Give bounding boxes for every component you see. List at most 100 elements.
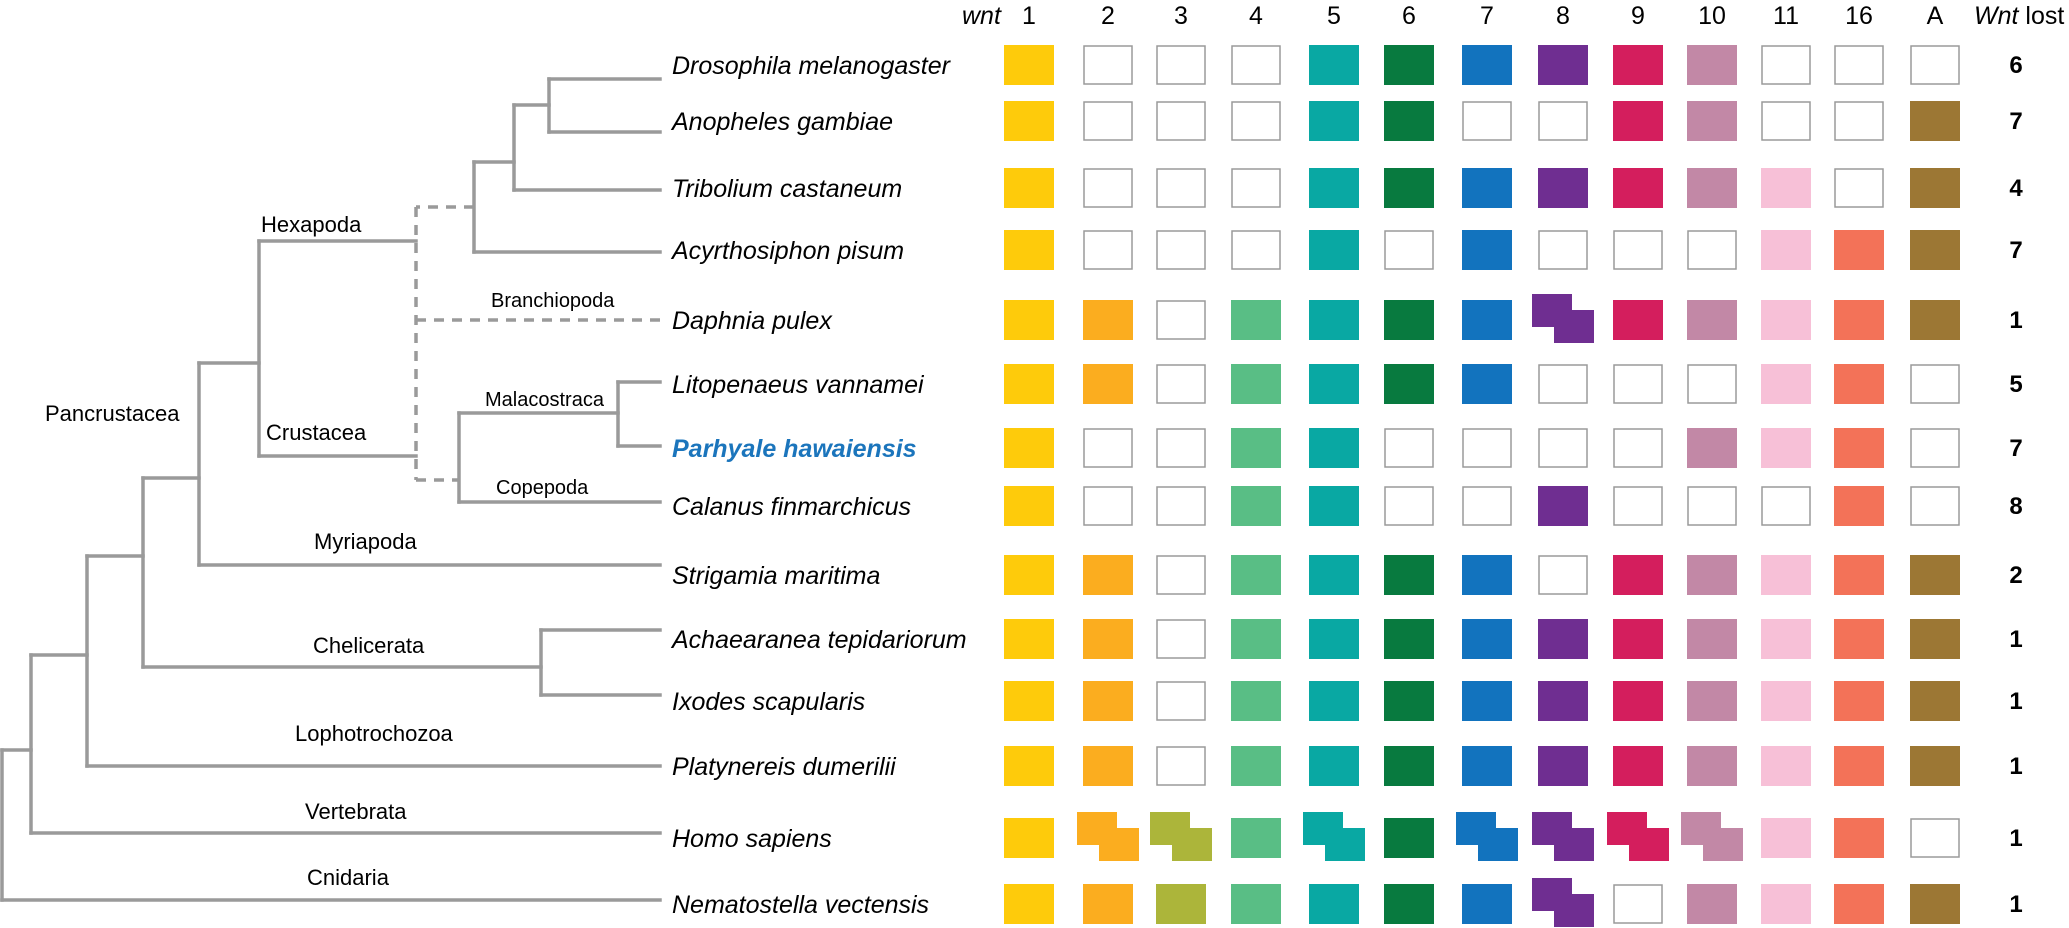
wnta-cell-present xyxy=(1910,619,1960,659)
wnt10-cell-absent xyxy=(1687,364,1737,404)
wnt-lost-count: 1 xyxy=(2009,825,2022,852)
column-header-8: 8 xyxy=(1556,2,1570,30)
species-name: Daphnia pulex xyxy=(672,307,833,335)
wnt4-cell-present xyxy=(1231,746,1281,786)
wnt-lost-count: 6 xyxy=(2009,52,2022,79)
wnt6-cell-present xyxy=(1384,884,1434,924)
wnt7-cell-present xyxy=(1462,619,1512,659)
wnt16-cell-present xyxy=(1834,619,1884,659)
wnt3-cell-present xyxy=(1156,884,1206,924)
column-header-11: 11 xyxy=(1773,2,1799,30)
species-name: Platynereis dumerilii xyxy=(672,753,897,781)
wnt2-cell-absent xyxy=(1083,168,1133,208)
wnt8-cell-present xyxy=(1538,681,1588,721)
wnt11-cell-present xyxy=(1761,230,1811,270)
species-row-homo-sapiens: Homo sapiens 1 xyxy=(672,812,2023,861)
wnt6-cell-absent xyxy=(1384,230,1434,270)
wnt10-cell-present xyxy=(1687,428,1737,468)
wnt3-cell-absent xyxy=(1156,101,1206,141)
wnt6-cell-present xyxy=(1384,45,1434,85)
wnt4-cell-absent xyxy=(1231,101,1281,141)
wnt6-cell-present xyxy=(1384,681,1434,721)
wnt-lost-count: 8 xyxy=(2009,493,2022,520)
wnt1-cell-present xyxy=(1004,681,1054,721)
wnt4-cell-absent xyxy=(1231,168,1281,208)
wnt4-cell-present xyxy=(1231,486,1281,526)
wnt11-cell-present xyxy=(1761,168,1811,208)
species-row-parhyale-hawaiensis: Parhyale hawaiensis 7 xyxy=(672,428,2023,468)
species-name: Parhyale hawaiensis xyxy=(672,435,917,463)
wnt7-cell-present xyxy=(1462,681,1512,721)
wnt4-cell-present xyxy=(1231,681,1281,721)
wnta-cell-absent xyxy=(1910,818,1960,858)
species-row-daphnia-pulex: Daphnia pulex 1 xyxy=(672,294,2023,343)
wnt5-cell-present xyxy=(1309,168,1359,208)
wnt3-cell-absent xyxy=(1156,300,1206,340)
wnt5-cell-present xyxy=(1309,428,1359,468)
wnt-header-label: wnt xyxy=(962,2,1002,30)
wnt2-cell-present xyxy=(1083,681,1133,721)
wnt9-cell-present xyxy=(1613,619,1663,659)
paralog-copy-b xyxy=(1629,828,1669,861)
wnt5-cell-present xyxy=(1309,746,1359,786)
wnt-lost-count: 4 xyxy=(2009,175,2023,202)
wnt-lost-count: 1 xyxy=(2009,626,2022,653)
clade-label-pancrustacea: Pancrustacea xyxy=(45,401,180,426)
wnt10-cell-present xyxy=(1687,168,1737,208)
wnt8-cell-duplicated xyxy=(1532,294,1594,343)
wnt4-cell-present xyxy=(1231,884,1281,924)
wnt9-cell-present xyxy=(1613,45,1663,85)
wnt11-cell-absent xyxy=(1761,101,1811,141)
wnt-lost-count: 1 xyxy=(2009,688,2022,715)
wnt5-cell-present xyxy=(1309,364,1359,404)
wnt11-cell-present xyxy=(1761,681,1811,721)
wnt8-cell-absent xyxy=(1538,364,1588,404)
clade-label-copepoda: Copepoda xyxy=(496,477,589,499)
clade-label-vertebrata: Vertebrata xyxy=(305,799,407,824)
wnt3-cell-absent xyxy=(1156,168,1206,208)
wnt7-cell-present xyxy=(1462,555,1512,595)
wnt-lost-header: Wnt lost xyxy=(1974,2,2064,30)
wnt9-cell-absent xyxy=(1613,230,1663,270)
paralog-copy-b xyxy=(1554,828,1594,861)
wnt10-cell-present xyxy=(1687,619,1737,659)
species-row-platynereis-dumerilii: Platynereis dumerilii 1 xyxy=(672,746,2023,786)
wnt5-cell-present xyxy=(1309,555,1359,595)
species-row-tribolium-castaneum: Tribolium castaneum 4 xyxy=(672,168,2023,208)
wnt6-cell-present xyxy=(1384,818,1434,858)
wnt7-cell-present xyxy=(1462,168,1512,208)
wnt16-cell-present xyxy=(1834,486,1884,526)
wnt-lost-count: 5 xyxy=(2009,371,2022,398)
wnt-lost-count: 7 xyxy=(2009,108,2022,135)
wnt5-cell-present xyxy=(1309,681,1359,721)
clade-label-lophotrochozoa: Lophotrochozoa xyxy=(295,721,454,746)
wnt3-cell-duplicated xyxy=(1150,812,1212,861)
species-row-strigamia-maritima: Strigamia maritima 2 xyxy=(672,555,2023,595)
wnt8-cell-present xyxy=(1538,486,1588,526)
wnt2-cell-present xyxy=(1083,619,1133,659)
wnt16-cell-present xyxy=(1834,681,1884,721)
column-header-9: 9 xyxy=(1631,2,1645,30)
wnt5-cell-present xyxy=(1309,486,1359,526)
wnt16-cell-absent xyxy=(1834,101,1884,141)
wnt7-cell-absent xyxy=(1462,101,1512,141)
wnta-cell-present xyxy=(1910,746,1960,786)
wnt7-cell-duplicated xyxy=(1456,812,1518,861)
clade-label-malacostraca: Malacostraca xyxy=(485,389,605,411)
wnt2-cell-present xyxy=(1083,884,1133,924)
wnt1-cell-present xyxy=(1004,555,1054,595)
clade-label-hexapoda: Hexapoda xyxy=(261,212,362,237)
wnt4-cell-present xyxy=(1231,364,1281,404)
wnt3-cell-absent xyxy=(1156,45,1206,85)
wnt-lost-count: 1 xyxy=(2009,307,2022,334)
wnt1-cell-present xyxy=(1004,486,1054,526)
wnt10-cell-duplicated xyxy=(1681,812,1743,861)
wnt1-cell-present xyxy=(1004,300,1054,340)
clade-label-branchiopoda: Branchiopoda xyxy=(491,290,615,312)
wnt8-cell-absent xyxy=(1538,555,1588,595)
uncertain-branches xyxy=(414,205,666,482)
wnt8-cell-absent xyxy=(1538,101,1588,141)
wnt5-cell-present xyxy=(1309,45,1359,85)
column-header-2: 2 xyxy=(1101,2,1115,30)
